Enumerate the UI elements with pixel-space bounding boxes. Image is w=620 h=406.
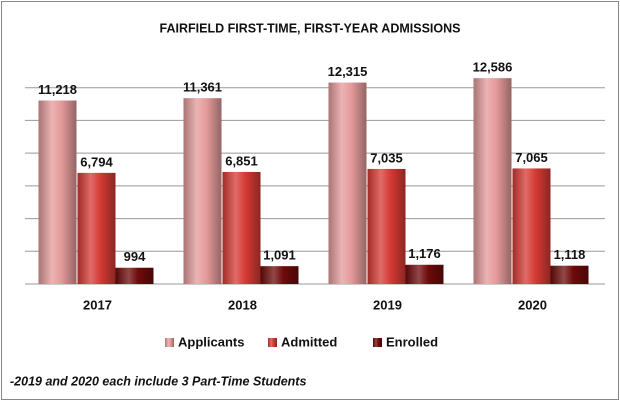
- data-label: 7,065: [515, 150, 548, 165]
- bar: [367, 168, 406, 284]
- legend-swatch: [373, 338, 382, 347]
- legend-label: Applicants: [178, 334, 244, 349]
- bar: [473, 78, 512, 284]
- chart-title: FAIRFIELD FIRST-TIME, FIRST-YEAR ADMISSI…: [160, 21, 461, 35]
- data-label: 6,794: [80, 154, 113, 169]
- data-label: 1,118: [554, 247, 586, 262]
- data-label: 994: [124, 249, 146, 264]
- x-tick-label: 2019: [373, 297, 402, 312]
- data-label: 11,218: [38, 82, 77, 97]
- data-label: 12,586: [473, 60, 513, 75]
- data-label: 1,176: [408, 246, 441, 261]
- bar: [183, 98, 222, 284]
- bar: [328, 82, 367, 284]
- legend-label: Admitted: [281, 334, 337, 349]
- x-tick-label: 2020: [518, 297, 547, 312]
- data-label: 1,091: [263, 248, 296, 263]
- data-label: 7,035: [370, 150, 403, 165]
- bar: [512, 168, 551, 284]
- x-tick-label: 2017: [83, 297, 112, 312]
- footnote: -2019 and 2020 each include 3 Part-Time …: [10, 374, 306, 388]
- data-label: 11,361: [183, 80, 222, 95]
- bar: [405, 264, 444, 284]
- data-label: 12,315: [328, 64, 368, 79]
- bar: [222, 171, 261, 284]
- bar: [550, 265, 589, 284]
- x-tick-label: 2018: [228, 297, 257, 312]
- bar: [38, 100, 77, 284]
- bar: [260, 266, 299, 284]
- legend-label: Enrolled: [386, 334, 438, 349]
- legend-swatch: [165, 338, 174, 347]
- bar: [77, 172, 116, 284]
- bar: [115, 267, 154, 284]
- legend-swatch: [268, 338, 277, 347]
- data-label: 6,851: [225, 153, 258, 168]
